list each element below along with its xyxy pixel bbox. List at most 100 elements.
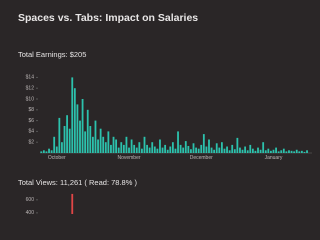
bar xyxy=(290,150,293,153)
page: {"title": "Spaces vs. Tabs: Impact on Sa… xyxy=(18,11,312,214)
x-tick-label: January xyxy=(265,155,283,161)
bar xyxy=(272,149,275,153)
bar xyxy=(267,148,270,153)
y-tick-label: $14 xyxy=(26,75,35,81)
y-tick-label: $4 xyxy=(28,129,34,135)
bar xyxy=(146,144,148,153)
bar xyxy=(220,142,223,153)
y-tick-label: $2 xyxy=(28,140,34,146)
bar xyxy=(259,149,262,153)
bar xyxy=(197,148,200,153)
bar xyxy=(246,150,249,153)
bar xyxy=(128,147,130,153)
bar xyxy=(202,134,205,153)
x-tick-label: October xyxy=(48,155,66,161)
bar xyxy=(94,120,97,153)
bar xyxy=(117,147,120,153)
bar xyxy=(120,142,123,153)
y-tick-label: $12 xyxy=(26,86,35,92)
bar xyxy=(61,142,63,153)
bar xyxy=(254,150,257,153)
bar xyxy=(244,146,247,153)
bar xyxy=(45,151,48,153)
bar xyxy=(251,148,254,153)
bar xyxy=(306,150,308,153)
bar xyxy=(133,144,136,153)
bar xyxy=(300,150,303,153)
bar xyxy=(218,147,221,153)
bar xyxy=(153,146,156,153)
bar xyxy=(239,147,241,153)
y-tick-label: $10 xyxy=(26,96,35,102)
bar xyxy=(236,137,239,153)
bar xyxy=(48,148,50,153)
x-tick-label: December xyxy=(190,155,213,161)
bar xyxy=(288,150,290,153)
bar xyxy=(71,193,74,214)
bar xyxy=(228,150,231,153)
y-tick-label: 600 xyxy=(26,197,35,203)
bar xyxy=(115,139,118,153)
bar xyxy=(264,150,267,153)
bar xyxy=(89,126,92,153)
bar xyxy=(125,136,128,153)
bar xyxy=(226,146,228,153)
bar xyxy=(200,144,203,153)
bar xyxy=(164,144,167,153)
bar xyxy=(159,139,161,153)
bar xyxy=(63,126,66,153)
page-title: Spaces vs. Tabs: Impact on Salaries xyxy=(18,12,198,24)
bar xyxy=(233,149,236,153)
bar xyxy=(249,144,252,153)
bar xyxy=(275,147,277,153)
y-tick-label: $6 xyxy=(28,118,34,124)
bar xyxy=(55,146,58,153)
bar xyxy=(282,148,285,153)
bar xyxy=(135,147,138,153)
bar xyxy=(68,128,71,153)
chart-title: Total Earnings: $205 xyxy=(18,50,86,59)
bar xyxy=(42,150,45,153)
bar xyxy=(298,151,301,153)
bar xyxy=(148,147,151,153)
bar xyxy=(223,148,226,153)
bar xyxy=(208,139,210,153)
screenshot: Spaces vs. Tabs: Impact on Salaries Tota… xyxy=(18,11,312,214)
bar xyxy=(122,144,125,153)
bar xyxy=(213,149,216,153)
bar xyxy=(270,150,272,153)
bar xyxy=(73,88,76,153)
bar xyxy=(138,142,141,153)
bar xyxy=(215,143,218,153)
bar xyxy=(66,115,68,153)
bar xyxy=(179,144,182,153)
bar xyxy=(161,147,164,153)
bar xyxy=(156,148,159,153)
bar xyxy=(79,120,81,153)
bar xyxy=(285,151,288,153)
bar xyxy=(293,151,296,153)
bar xyxy=(81,99,84,153)
bar xyxy=(58,117,61,153)
bar xyxy=(182,147,185,153)
bar xyxy=(91,136,94,153)
bar xyxy=(210,147,213,153)
bar xyxy=(231,144,234,153)
bar xyxy=(257,147,259,153)
bar xyxy=(174,148,177,153)
bar xyxy=(184,141,187,153)
bar xyxy=(280,150,283,153)
bar xyxy=(143,136,146,153)
y-tick-label: 400 xyxy=(26,210,35,214)
bar xyxy=(84,131,87,153)
bar xyxy=(71,77,74,153)
bar xyxy=(50,150,53,153)
bar xyxy=(303,151,306,153)
bar xyxy=(205,146,208,153)
bar xyxy=(40,151,43,153)
bar xyxy=(141,148,143,153)
bar xyxy=(166,149,169,153)
bar xyxy=(295,149,298,153)
chart-title: Total Views: 11,261 ( Read: 78.8% ) xyxy=(18,178,137,187)
bar xyxy=(110,144,112,153)
